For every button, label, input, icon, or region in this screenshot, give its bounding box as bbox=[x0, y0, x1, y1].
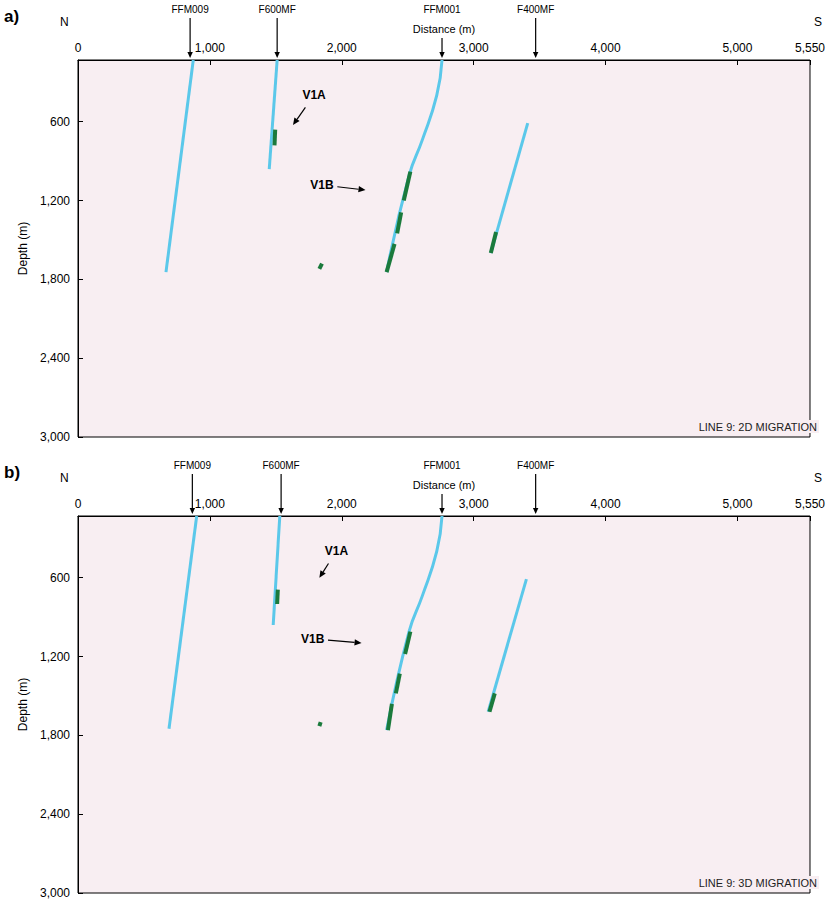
svg-text:2,400: 2,400 bbox=[40, 351, 70, 365]
svg-text:1,200: 1,200 bbox=[40, 650, 70, 664]
svg-text:FFM009: FFM009 bbox=[174, 460, 212, 471]
svg-text:5,550: 5,550 bbox=[795, 41, 825, 55]
svg-text:Distance (m): Distance (m) bbox=[413, 479, 475, 491]
svg-text:1,000: 1,000 bbox=[195, 497, 225, 511]
svg-text:Depth (m): Depth (m) bbox=[16, 222, 30, 275]
svg-text:a): a) bbox=[4, 7, 19, 26]
svg-text:b): b) bbox=[4, 463, 20, 482]
svg-text:Depth (m): Depth (m) bbox=[16, 678, 30, 731]
svg-text:F600MF: F600MF bbox=[262, 460, 299, 471]
svg-text:1,000: 1,000 bbox=[195, 41, 225, 55]
svg-text:600: 600 bbox=[50, 571, 70, 585]
svg-text:V1A: V1A bbox=[325, 544, 349, 558]
svg-text:1,800: 1,800 bbox=[40, 728, 70, 742]
svg-text:LINE 9: 2D MIGRATION: LINE 9: 2D MIGRATION bbox=[699, 421, 817, 433]
svg-text:3,000: 3,000 bbox=[40, 430, 70, 444]
svg-text:2,000: 2,000 bbox=[327, 497, 357, 511]
svg-text:0: 0 bbox=[75, 497, 82, 511]
svg-text:N: N bbox=[60, 471, 69, 485]
svg-text:5,000: 5,000 bbox=[722, 497, 752, 511]
svg-text:V1B: V1B bbox=[310, 178, 334, 192]
svg-text:V1B: V1B bbox=[301, 632, 325, 646]
svg-text:FFM001: FFM001 bbox=[423, 4, 461, 15]
svg-text:N: N bbox=[60, 15, 69, 29]
svg-text:2,400: 2,400 bbox=[40, 807, 70, 821]
svg-text:V1A: V1A bbox=[302, 88, 326, 102]
svg-text:F400MF: F400MF bbox=[517, 460, 554, 471]
svg-text:3,000: 3,000 bbox=[40, 886, 70, 900]
svg-text:FFM001: FFM001 bbox=[423, 460, 461, 471]
svg-text:Distance (m): Distance (m) bbox=[413, 23, 475, 35]
svg-text:F400MF: F400MF bbox=[517, 4, 554, 15]
svg-text:2,000: 2,000 bbox=[327, 41, 357, 55]
svg-text:1,800: 1,800 bbox=[40, 272, 70, 286]
svg-text:S: S bbox=[814, 471, 822, 485]
svg-text:0: 0 bbox=[75, 41, 82, 55]
svg-text:LINE 9: 3D MIGRATION: LINE 9: 3D MIGRATION bbox=[699, 877, 817, 889]
svg-text:3,000: 3,000 bbox=[459, 41, 489, 55]
svg-text:5,000: 5,000 bbox=[722, 41, 752, 55]
svg-text:FFM009: FFM009 bbox=[171, 4, 209, 15]
svg-text:S: S bbox=[814, 15, 822, 29]
svg-text:5,550: 5,550 bbox=[795, 497, 825, 511]
svg-text:3,000: 3,000 bbox=[459, 497, 489, 511]
svg-text:4,000: 4,000 bbox=[591, 497, 621, 511]
svg-text:1,200: 1,200 bbox=[40, 194, 70, 208]
svg-text:4,000: 4,000 bbox=[591, 41, 621, 55]
svg-text:F600MF: F600MF bbox=[259, 4, 296, 15]
svg-text:600: 600 bbox=[50, 115, 70, 129]
